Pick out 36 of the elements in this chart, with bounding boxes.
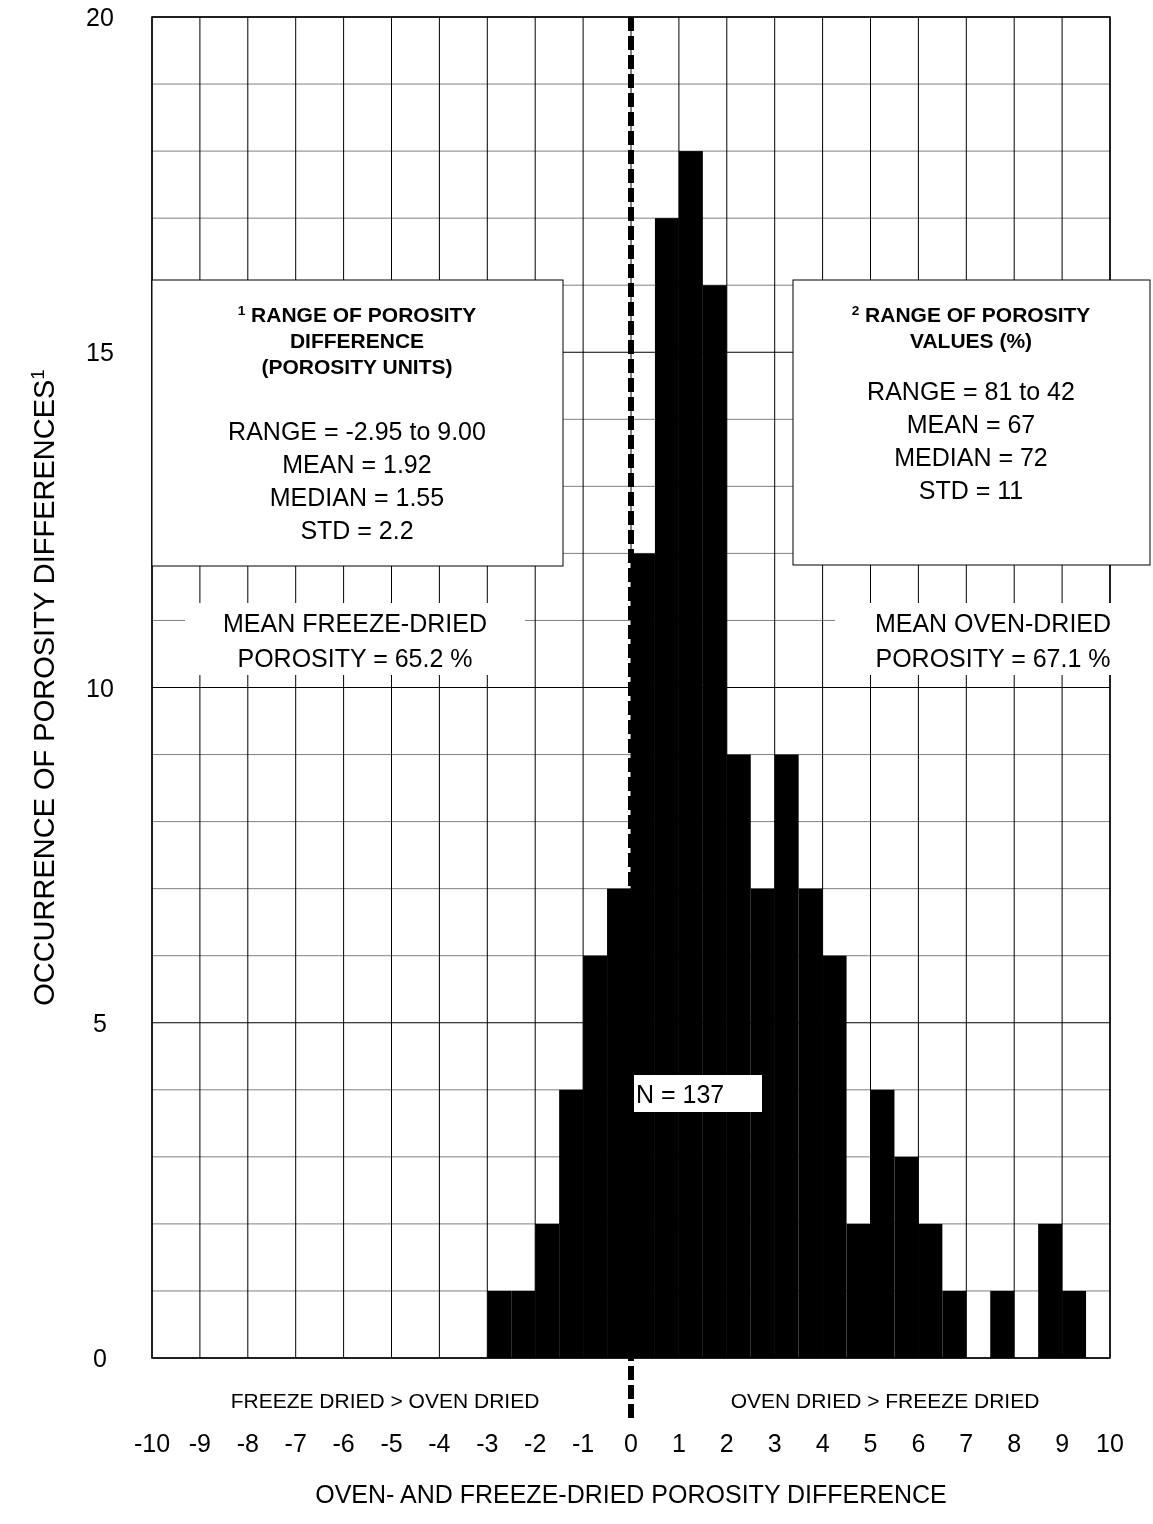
x-tick-label: -9 xyxy=(188,1429,212,1457)
x-tick-label: 3 xyxy=(767,1429,782,1457)
y-tick-label: 10 xyxy=(86,673,114,702)
x-tick-label: -8 xyxy=(236,1429,259,1457)
x-tick-label: -4 xyxy=(428,1429,451,1457)
annotation: RANGE = 81 to 42 MEAN = 67 MEDIAN = 72 STD = 11 xyxy=(867,377,1075,504)
x-axis-title: OVEN- AND FREEZE-DRIED POROSITY DIFFERENCE xyxy=(315,1480,947,1508)
x-tick-label: 5 xyxy=(863,1429,878,1457)
x-tick-label: -7 xyxy=(284,1429,307,1457)
x-tick-label: 9 xyxy=(1055,1429,1070,1457)
x-tick-label: 10 xyxy=(1096,1429,1124,1457)
annotation: $^{1}$ RANGE OF POROSITY DIFFERENCE (POROSITY UNITS) xyxy=(237,302,477,378)
x-tick-label: -5 xyxy=(380,1429,403,1457)
x-tick-label: -6 xyxy=(332,1429,355,1457)
x-tick-label: 8 xyxy=(1007,1429,1022,1457)
x-tick-label: 7 xyxy=(959,1429,974,1457)
y-tick-label: 5 xyxy=(93,1008,107,1037)
y-tick-label: 20 xyxy=(86,3,114,31)
x-tick-label: -2 xyxy=(524,1429,547,1457)
text: FREEZE DRIED > OVEN DRIED xyxy=(230,1389,540,1412)
x-tick-label: 1 xyxy=(671,1429,686,1457)
x-tick-label: 4 xyxy=(815,1429,830,1457)
annotation: MEAN OVEN-DRIED POROSITY = 67.1 % xyxy=(874,609,1112,672)
annotation: MEAN FREEZE-DRIED POROSITY = 65.2 % xyxy=(223,609,487,672)
annotation: N = 137 xyxy=(636,1080,725,1108)
x-tick-label: 6 xyxy=(911,1429,926,1457)
annotation: RANGE = -2.95 to 9.00 MEAN = 1.92 MEDIAN = 1.55 STD = 2.2 xyxy=(228,417,486,544)
y-tick-label: 15 xyxy=(86,338,114,367)
y-tick-label: 0 xyxy=(93,1344,107,1372)
text: OVEN DRIED > FREEZE DRIED xyxy=(730,1389,1040,1412)
x-tick-label: -1 xyxy=(571,1429,595,1457)
x-tick-label: 2 xyxy=(719,1429,734,1457)
x-tick-label: 0 xyxy=(624,1429,638,1457)
x-tick-label: -10 xyxy=(133,1429,171,1457)
x-tick-label: -3 xyxy=(476,1429,499,1457)
annotation: $^{2}$ RANGE OF POROSITY VALUES (%) xyxy=(851,302,1091,352)
